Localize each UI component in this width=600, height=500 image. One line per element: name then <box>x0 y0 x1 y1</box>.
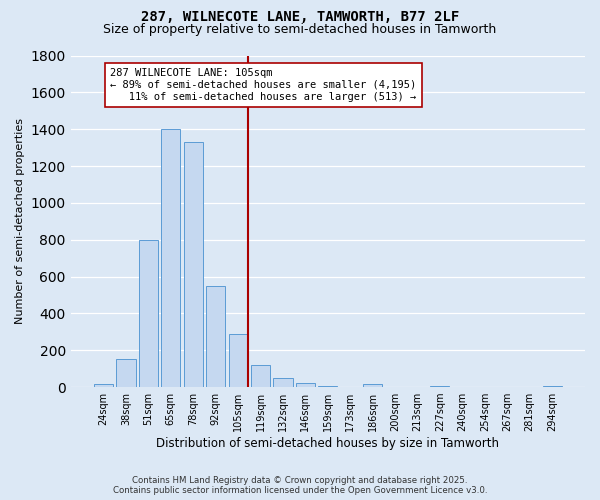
Text: 287 WILNECOTE LANE: 105sqm
← 89% of semi-detached houses are smaller (4,195)
   : 287 WILNECOTE LANE: 105sqm ← 89% of semi… <box>110 68 416 102</box>
Bar <box>206 286 225 387</box>
Bar <box>542 386 562 387</box>
X-axis label: Distribution of semi-detached houses by size in Tamworth: Distribution of semi-detached houses by … <box>157 437 499 450</box>
Bar <box>319 386 337 387</box>
Bar <box>229 334 248 387</box>
Bar <box>94 384 113 387</box>
Text: Size of property relative to semi-detached houses in Tamworth: Size of property relative to semi-detach… <box>103 22 497 36</box>
Bar <box>139 240 158 387</box>
Bar <box>184 142 203 387</box>
Bar <box>274 378 293 387</box>
Bar <box>251 365 270 387</box>
Bar <box>116 360 136 387</box>
Bar <box>430 386 449 387</box>
Text: Contains HM Land Registry data © Crown copyright and database right 2025.
Contai: Contains HM Land Registry data © Crown c… <box>113 476 487 495</box>
Bar <box>161 129 181 387</box>
Text: 287, WILNECOTE LANE, TAMWORTH, B77 2LF: 287, WILNECOTE LANE, TAMWORTH, B77 2LF <box>141 10 459 24</box>
Bar <box>296 384 315 387</box>
Y-axis label: Number of semi-detached properties: Number of semi-detached properties <box>15 118 25 324</box>
Bar <box>363 384 382 387</box>
